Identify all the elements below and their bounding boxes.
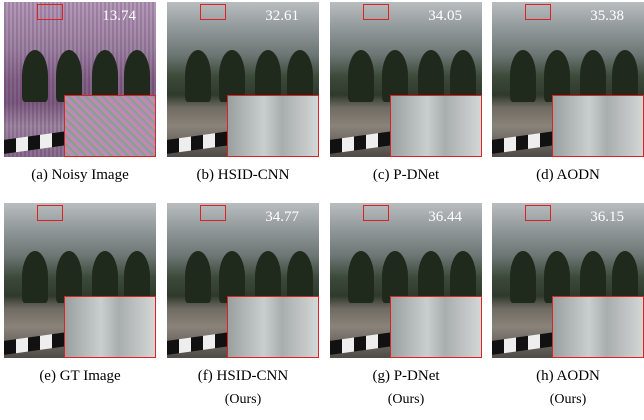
- zoom-inset: [227, 296, 319, 358]
- caption-name: AODN: [557, 167, 600, 183]
- caption: (f) HSID-CNN: [163, 368, 323, 385]
- caption: (b) HSID-CNN: [163, 167, 323, 184]
- zoom-region: [363, 4, 389, 20]
- zoom-inset: [227, 95, 319, 157]
- caption-name: AODN: [557, 368, 600, 384]
- psnr-value: 36.44: [428, 209, 462, 226]
- zoom-inset: [552, 296, 644, 358]
- tree: [510, 251, 536, 303]
- zoom-region: [200, 4, 226, 20]
- caption: (d) AODN: [488, 167, 644, 184]
- tree: [22, 251, 48, 303]
- caption-note: (Ours): [326, 392, 486, 408]
- caption: (e) GT Image: [0, 368, 160, 385]
- psnr-value: 34.77: [265, 209, 299, 226]
- zoom-region: [37, 4, 63, 20]
- zoom-region: [37, 205, 63, 221]
- caption-name: HSID-CNN: [218, 167, 290, 183]
- caption-label: (f): [198, 368, 213, 384]
- panel-image: 13.74: [4, 2, 156, 157]
- caption-name: HSID-CNN: [217, 368, 289, 384]
- figure: 13.74 (a) Noisy Image 32.61 (b) HSID-CNN 34.…: [0, 0, 644, 420]
- psnr-value: 36.15: [590, 209, 624, 226]
- zoom-inset: [552, 95, 644, 157]
- psnr-value: 34.05: [428, 8, 462, 25]
- zoom-inset: [64, 296, 156, 358]
- panel-image: [4, 203, 156, 358]
- zoom-region: [363, 205, 389, 221]
- zoom-region: [200, 205, 226, 221]
- zoom-inset: [390, 95, 482, 157]
- panel-image: 35.38: [492, 2, 644, 157]
- caption-name: P-DNet: [394, 368, 440, 384]
- caption: (h) AODN: [488, 368, 644, 385]
- caption-name: GT Image: [60, 368, 121, 384]
- caption-label: (d): [536, 167, 554, 183]
- caption-label: (g): [372, 368, 390, 384]
- zoom-region: [525, 205, 551, 221]
- caption: (c) P-DNet: [326, 167, 486, 184]
- panel-image: 36.15: [492, 203, 644, 358]
- panel-image: 34.05: [330, 2, 482, 157]
- caption: (a) Noisy Image: [0, 167, 160, 184]
- caption-label: (b): [197, 167, 215, 183]
- panel-image: 32.61: [167, 2, 319, 157]
- caption-name: P-DNet: [393, 167, 439, 183]
- zoom-inset: [390, 296, 482, 358]
- psnr-value: 32.61: [265, 8, 299, 25]
- tree: [348, 251, 374, 303]
- psnr-value: 13.74: [102, 8, 136, 25]
- panel-image: 36.44: [330, 203, 482, 358]
- psnr-value: 35.38: [590, 8, 624, 25]
- caption-label: (a): [31, 167, 48, 183]
- caption-name: Noisy Image: [52, 167, 129, 183]
- caption: (g) P-DNet: [326, 368, 486, 385]
- panel-image: 34.77: [167, 203, 319, 358]
- tree: [22, 50, 48, 102]
- zoom-inset: [64, 95, 156, 157]
- caption-label: (c): [373, 167, 390, 183]
- caption-label: (e): [39, 368, 56, 384]
- caption-note: (Ours): [488, 392, 644, 408]
- tree: [185, 251, 211, 303]
- tree: [348, 50, 374, 102]
- tree: [510, 50, 536, 102]
- caption-label: (h): [536, 368, 554, 384]
- caption-note: (Ours): [163, 392, 323, 408]
- tree: [185, 50, 211, 102]
- zoom-region: [525, 4, 551, 20]
